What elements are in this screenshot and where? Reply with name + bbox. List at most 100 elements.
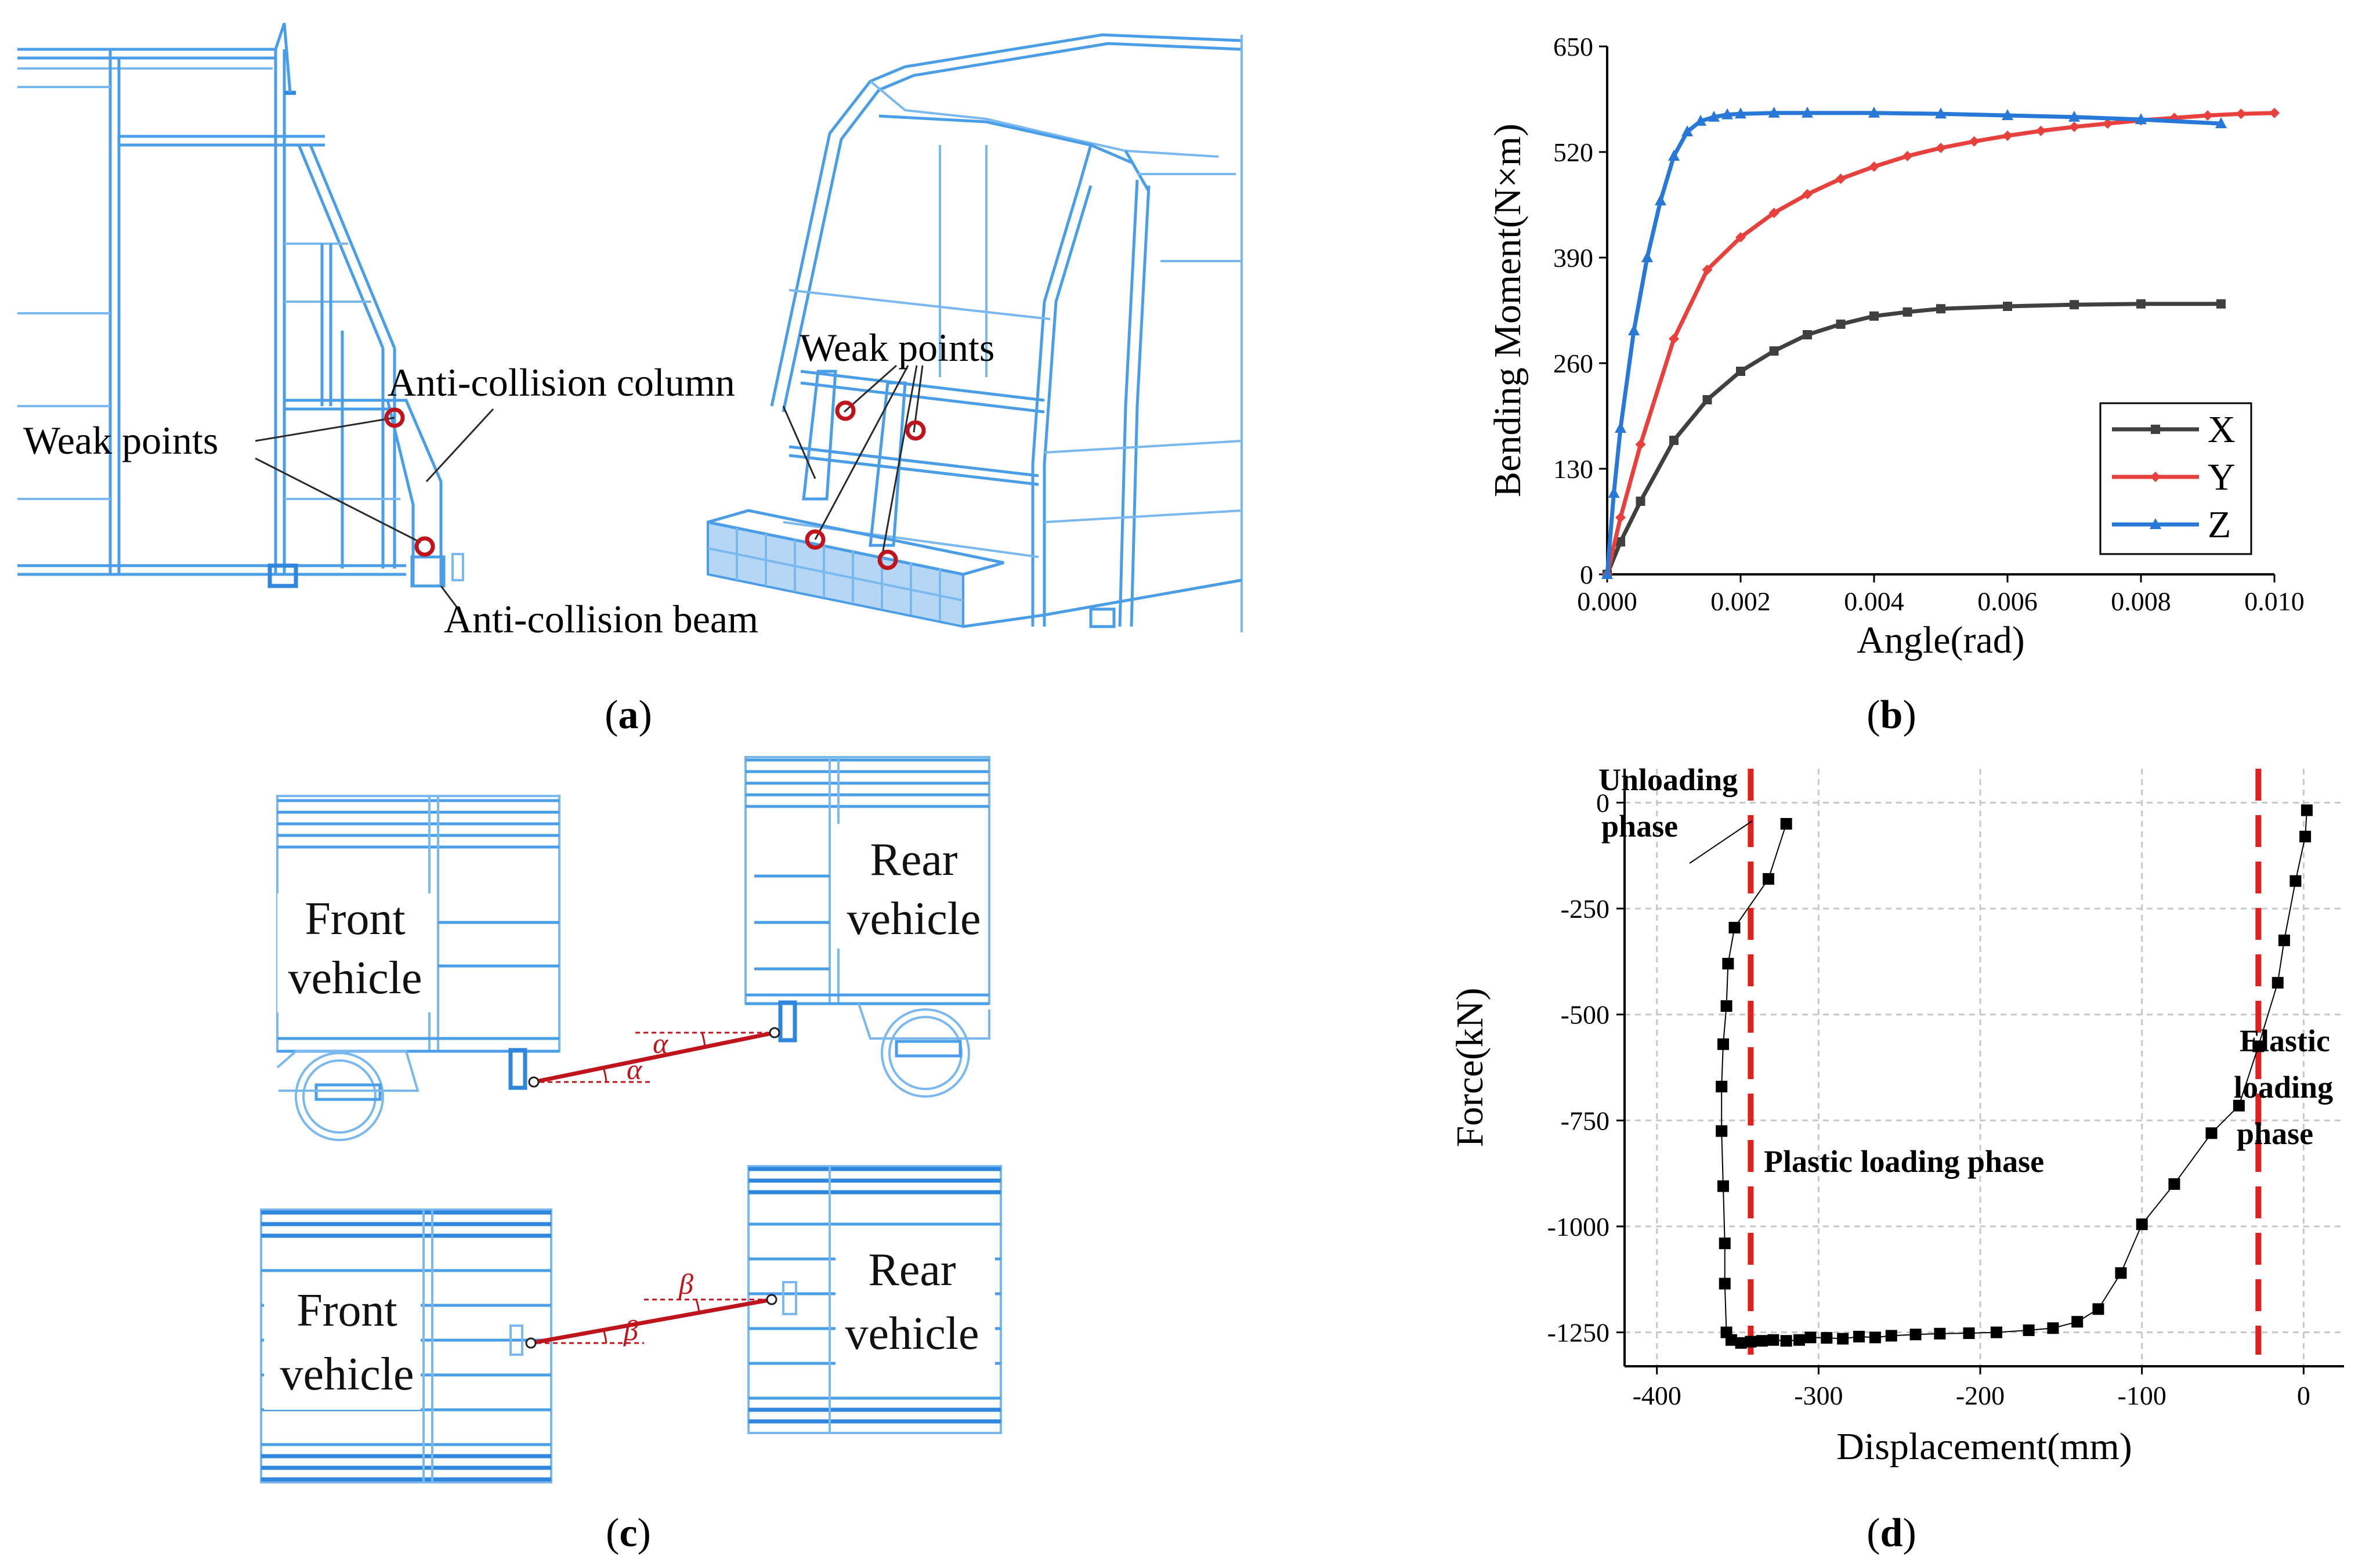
data-point: [1756, 1335, 1768, 1347]
rear-vehicle-side-view: [744, 756, 990, 1098]
data-point: [1720, 1000, 1732, 1012]
data-point: [2269, 107, 2280, 118]
chart-d-points: [1716, 804, 2313, 1349]
annotation-leader-line: [1689, 820, 1753, 864]
data-point: [1717, 1038, 1729, 1050]
data-point: [1837, 1333, 1849, 1345]
weak-point-marker: [877, 549, 898, 570]
x-tick-label: -200: [1956, 1381, 2005, 1410]
data-point: [1767, 1334, 1779, 1346]
legend-label-z: Z: [2208, 504, 2231, 546]
data-point: [1768, 208, 1779, 218]
x-axis-label: Displacement(mm): [1836, 1425, 2132, 1468]
y-tick-label: 0: [1580, 560, 1593, 589]
x-tick-label: 0.000: [1577, 587, 1637, 616]
legend-label-x: X: [2208, 408, 2236, 451]
data-point: [1902, 151, 1913, 161]
data-point: [2023, 1324, 2035, 1336]
weak-point-marker: [414, 536, 435, 557]
data-point: [2136, 1218, 2148, 1231]
data-point: [1655, 194, 1666, 205]
data-point: [1836, 319, 1846, 329]
beta-label-lower: β: [623, 1314, 638, 1347]
y-tick-label: 390: [1553, 243, 1593, 273]
data-point: [1745, 1336, 1757, 1348]
chart-d-grid: [1625, 769, 2344, 1366]
y-tick-label: 520: [1553, 137, 1593, 167]
annotation-elastic-line3: phase: [2237, 1116, 2313, 1151]
panel-d-caption: (d): [1867, 1511, 1916, 1555]
data-point: [1769, 346, 1779, 356]
rear-vehicle-label-bottom-line2: vehicle: [845, 1308, 979, 1359]
panel-c-drawing: α α β β Front vehicle Rear vehicle Front…: [260, 756, 1002, 1483]
front-vehicle-label-top-line1: Front: [305, 893, 405, 944]
weak-point-marker: [905, 420, 926, 441]
data-point: [1636, 497, 1645, 506]
alpha-label-upper: α: [653, 1027, 669, 1059]
y-axis-label: Force(kN): [1449, 988, 1491, 1148]
panel-b-caption: (b): [1867, 693, 1916, 737]
data-point: [1635, 439, 1646, 450]
y-tick-label: -500: [1561, 1000, 1609, 1030]
data-point: [1868, 106, 1880, 118]
data-point: [2236, 108, 2247, 120]
data-point: [1853, 1330, 1865, 1342]
data-point: [1601, 568, 1613, 579]
data-point: [2047, 1322, 2059, 1334]
weak-points-label-left: Weak points: [23, 418, 218, 462]
rear-vehicle-label-top-line1: Rear: [870, 834, 957, 885]
data-point: [2278, 934, 2290, 946]
data-point: [1802, 189, 1813, 200]
data-point: [1902, 307, 1912, 317]
data-point: [1934, 1327, 1946, 1340]
label-backdrop: [835, 1239, 995, 1369]
data-point: [1721, 108, 1733, 120]
data-point: [2301, 804, 2313, 816]
data-point: [2289, 875, 2302, 887]
front-vehicle-label-top-line2: vehicle: [288, 953, 422, 1004]
data-point: [2215, 117, 2227, 128]
data-point: [1969, 136, 1980, 147]
y-tick-label: 0: [1596, 788, 1609, 817]
data-point: [1615, 422, 1626, 433]
x-tick-label: 0.004: [1844, 587, 1904, 616]
data-point: [2070, 300, 2079, 310]
data-point: [2035, 125, 2046, 136]
data-point: [2068, 110, 2080, 122]
legend-label-y: Y: [2208, 456, 2236, 498]
chart-b-series: [1601, 106, 2280, 580]
data-point: [1669, 436, 1679, 445]
data-point: [1821, 1332, 1833, 1344]
data-point: [1681, 125, 1693, 136]
front-vehicle-label-bottom-line2: vehicle: [280, 1349, 414, 1400]
bending-moment-chart: 0.000 0.002 0.004 0.006 0.008 0.010 0 130 260 390…: [1486, 32, 2305, 661]
data-point: [1735, 107, 1746, 119]
data-point: [1963, 1327, 1975, 1340]
x-tick-label: 0.010: [2244, 587, 2305, 616]
x-tick-label: -300: [1794, 1381, 1843, 1410]
data-point: [1935, 107, 1947, 119]
coupler-rods: [525, 1027, 780, 1349]
annotation-elastic-line2: loading: [2234, 1070, 2333, 1105]
x-tick-label: -100: [2118, 1381, 2166, 1410]
data-point: [2150, 518, 2161, 529]
perspective-wireframe: [707, 33, 1243, 632]
data-point: [1869, 1331, 1881, 1344]
y-axis-label: Bending Moment(N×m): [1486, 124, 1529, 497]
data-point: [1719, 1278, 1731, 1290]
force-displacement-chart: -400 -300 -200 -100 00-250-500-750-1000-1250…: [1449, 762, 2344, 1468]
annotation-unloading-line1: Unloading: [1598, 762, 1738, 797]
x-tick-label: 0.008: [2111, 587, 2171, 616]
data-point: [1763, 873, 1774, 885]
panel-a-caption: (a): [605, 693, 652, 737]
data-point: [1835, 173, 1846, 184]
data-point: [2092, 1303, 2104, 1315]
annotation-unloading-line2: phase: [1601, 809, 1678, 844]
data-point: [1936, 143, 1946, 153]
weak-point-markers: [384, 400, 926, 570]
panel-c-caption: (c): [606, 1511, 651, 1555]
anti-collision-column-label: Anti-collision column: [388, 360, 735, 404]
x-tick-label: 0: [2297, 1381, 2310, 1410]
chart-d-annotations: Unloading phase Plastic loading phase Elast…: [1598, 762, 2333, 1179]
chart-b-axes: 0.000 0.002 0.004 0.006 0.008 0.010 0 130 260 390…: [1486, 32, 2305, 661]
